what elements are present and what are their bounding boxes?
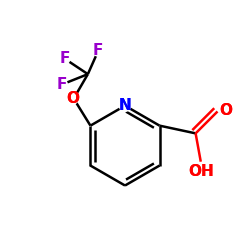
Text: N: N	[119, 98, 132, 113]
Text: O: O	[66, 91, 79, 106]
Text: OH: OH	[188, 164, 214, 179]
Circle shape	[57, 79, 67, 90]
Circle shape	[67, 93, 78, 104]
Text: F: F	[60, 51, 70, 66]
Circle shape	[60, 54, 70, 64]
Circle shape	[220, 104, 232, 116]
Text: OH: OH	[188, 164, 214, 179]
Circle shape	[119, 100, 131, 111]
Circle shape	[93, 46, 103, 56]
Text: F: F	[57, 77, 67, 92]
Text: N: N	[119, 98, 132, 113]
Text: O: O	[219, 103, 232, 118]
Text: O: O	[219, 103, 232, 118]
Circle shape	[194, 164, 208, 179]
Text: O: O	[66, 91, 79, 106]
Text: F: F	[93, 44, 103, 59]
